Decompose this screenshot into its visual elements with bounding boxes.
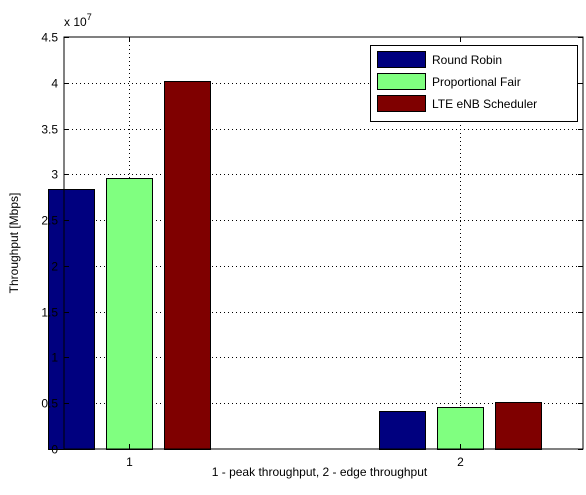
legend-label: Round Robin — [432, 53, 502, 67]
legend-swatch — [377, 51, 426, 68]
legend-swatch — [377, 73, 426, 90]
y-exponent-power: 7 — [87, 12, 92, 22]
bar-lte-enb-scheduler-1 — [164, 81, 211, 450]
x-tick-label: 2 — [457, 455, 464, 469]
bar-lte-enb-scheduler-2 — [495, 402, 542, 450]
y-tick-label: 1 — [51, 351, 58, 365]
x-axis-title: 1 - peak throughput, 2 - edge throughput — [212, 465, 428, 479]
bar-proportional-fair-1 — [106, 178, 153, 450]
ticks-layer: 0 0.5 1 1.5 2 2.5 3 3.5 4 4.5 1 2 — [41, 31, 583, 469]
legend: Round Robin Proportional Fair LTE eNB Sche… — [370, 45, 578, 122]
bar-proportional-fair-2 — [437, 407, 484, 450]
y-tick-label: 1.5 — [41, 306, 58, 320]
y-exponent-label: x 107 — [64, 12, 92, 29]
y-tick-label: 2 — [51, 260, 58, 274]
y-tick-label: 2.5 — [41, 214, 58, 228]
y-tick-label: 0.5 — [41, 397, 58, 411]
y-tick-label: 4 — [51, 77, 58, 91]
bar-round-robin-1 — [48, 189, 95, 450]
bars-layer — [48, 81, 542, 450]
legend-swatch — [377, 95, 426, 112]
y-axis-title: Throughput [Mbps] — [7, 193, 21, 294]
legend-label: LTE eNB Scheduler — [432, 97, 537, 111]
legend-label: Proportional Fair — [432, 75, 521, 89]
axes-box — [63, 36, 584, 450]
y-tick-label: 0 — [51, 443, 58, 457]
x-tick-label: 1 — [126, 455, 133, 469]
y-tick-label: 3.5 — [41, 123, 58, 137]
y-tick-label: 4.5 — [41, 31, 58, 45]
bar-round-robin-2 — [379, 411, 426, 450]
y-tick-label: 3 — [51, 168, 58, 182]
legend-items: Round Robin Proportional Fair LTE eNB Sche… — [377, 51, 537, 112]
